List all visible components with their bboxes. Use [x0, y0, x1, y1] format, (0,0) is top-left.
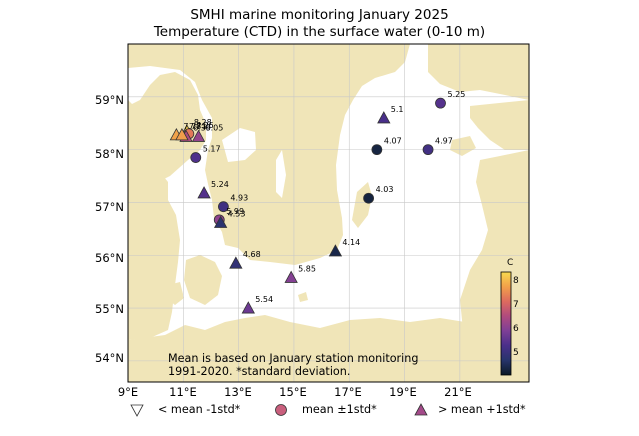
station-marker [197, 186, 211, 199]
station-value-label: 4.97 [435, 137, 453, 146]
station-marker [435, 97, 446, 109]
note-text: Mean is based on January station monitor… [168, 352, 418, 378]
station-value-label: 4.93 [230, 194, 248, 203]
station-value-label: 5.17 [203, 145, 221, 154]
legend-above-label: > mean +1std* [438, 403, 526, 416]
y-tick-label: 58°N [95, 147, 124, 161]
legend-below-marker [130, 404, 144, 417]
y-tick-label: 57°N [95, 200, 124, 214]
station-value-label: 5.25 [448, 90, 466, 99]
station-value-label: 4.03 [376, 185, 394, 194]
map-area [128, 44, 529, 382]
station-marker [241, 301, 255, 314]
colorbar [500, 271, 512, 376]
x-tick-label: 9°E [117, 385, 139, 399]
legend-within-label: mean ±1std* [302, 403, 377, 416]
lake-vanern [222, 128, 256, 162]
station-marker [213, 215, 228, 228]
note-line-1: Mean is based on January station monitor… [168, 352, 419, 365]
station-marker [284, 270, 298, 283]
station-value-label: 6.39 [193, 123, 211, 132]
x-tick-label: 21°E [444, 385, 472, 399]
colorbar-tick-label: 5 [513, 348, 519, 358]
station-value-label: 5.54 [255, 295, 273, 304]
land-finland [428, 44, 529, 100]
station-marker [191, 129, 206, 142]
colorbar-gradient [500, 271, 512, 376]
title-line-2: Temperature (CTD) in the surface water (… [153, 24, 486, 40]
legend-markers [130, 403, 428, 417]
station-value-label: 5.1 [391, 105, 404, 114]
station-marker [422, 144, 434, 156]
land-bornholm [298, 292, 308, 302]
x-tick-label: 19°E [389, 385, 417, 399]
station-value-label: 4.14 [342, 238, 360, 247]
station-marker [229, 256, 243, 269]
station-value-label: 6.05 [206, 123, 224, 132]
land-denmark-funen [166, 282, 184, 305]
y-tick-label: 59°N [95, 93, 124, 107]
station-marker [363, 192, 375, 204]
colorbar-tick-label: 6 [513, 324, 519, 334]
station-value-label: 8.28 [194, 118, 212, 127]
land-germany-poland [128, 315, 470, 382]
station-value-label: 7.71 [189, 122, 207, 131]
stations-layer: 8.287.267.78 6.056.397.71 5.17 5.244.93 5.99… [169, 90, 466, 314]
legend-within-marker [275, 404, 287, 416]
station-value-label: 5.99 [226, 207, 244, 216]
station-marker [190, 152, 202, 163]
land-sweden [128, 44, 410, 265]
colorbar-tick-label: 8 [513, 276, 519, 286]
x-tick-label: 15°E [279, 385, 307, 399]
station-marker [218, 201, 229, 213]
title-line-1: SMHI marine monitoring January 2025 [190, 7, 449, 23]
station-marker [377, 111, 391, 124]
lake-vattern [276, 150, 286, 198]
land-saaremaa [450, 136, 476, 156]
station-value-label: 7.26 [196, 121, 214, 130]
x-tick-label: 11°E [169, 385, 197, 399]
land-estonia [470, 100, 529, 150]
legend-below-label: < mean -1std* [158, 403, 241, 416]
legend-above-marker [414, 403, 428, 416]
station-marker [371, 144, 383, 156]
y-tick-label: 54°N [95, 351, 124, 365]
x-tick-label: 17°E [334, 385, 362, 399]
station-value-label: 4.07 [384, 137, 402, 146]
station-marker [175, 128, 189, 141]
station-value-label: 4.53 [228, 210, 246, 219]
land-denmark-zealand [184, 255, 222, 305]
colorbar-tick-label: 7 [513, 300, 519, 310]
x-tick-label: 13°E [224, 385, 252, 399]
land-latvia-lithuania [460, 150, 529, 382]
map-frame [127, 43, 530, 383]
station-value-label: 7.78 [183, 122, 201, 131]
station-marker [328, 244, 343, 257]
station-value-label: 4.68 [243, 250, 261, 259]
land-oland [317, 210, 327, 240]
colorbar-unit-label: C [507, 258, 514, 268]
y-tick-label: 56°N [95, 251, 124, 265]
station-value-label: 5.85 [298, 264, 316, 273]
note-line-2: 1991-2020. *standard deviation. [168, 365, 351, 378]
station-value-label: 5.24 [211, 180, 229, 189]
y-tick-label: 55°N [95, 302, 124, 316]
